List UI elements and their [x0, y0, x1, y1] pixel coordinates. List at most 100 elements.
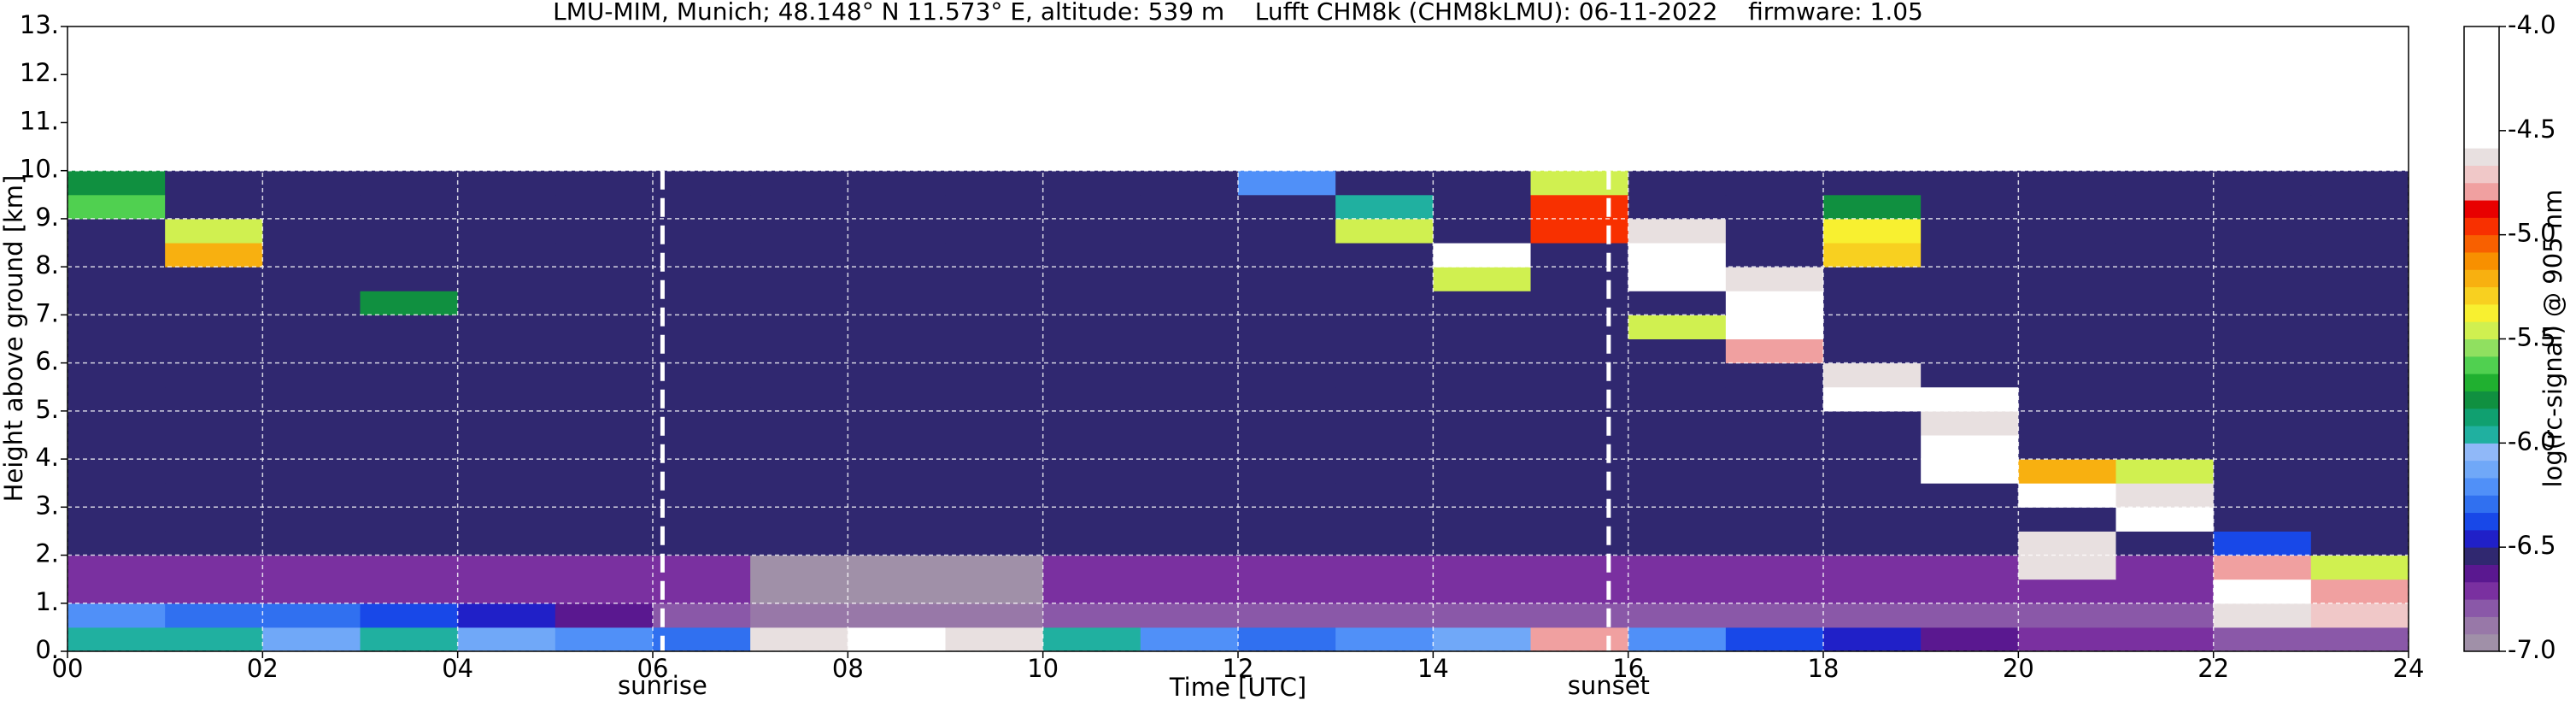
plot-frame: [67, 26, 2409, 652]
y-tick-label: 2.: [35, 539, 59, 568]
heatmap-cell: [360, 531, 459, 556]
heatmap-cell: [1238, 459, 1336, 484]
heatmap-cell: [2213, 627, 2312, 652]
heatmap-cell: [360, 483, 459, 508]
heatmap-cell: [1921, 531, 2019, 556]
heatmap-cell: [1042, 386, 1141, 412]
heatmap-cell: [1433, 243, 1531, 268]
heatmap-cell: [2018, 170, 2116, 196]
colorbar-segment: [2464, 96, 2499, 115]
heatmap-cell: [1628, 243, 1727, 268]
heatmap-cell: [165, 243, 263, 268]
heatmap-cell: [2213, 315, 2312, 339]
x-tick-label: 24: [2393, 654, 2425, 683]
heatmap-cell: [848, 507, 946, 532]
heatmap-cell: [1628, 170, 1727, 196]
heatmap-cell: [1628, 555, 1727, 580]
heatmap-cell: [945, 483, 1044, 508]
heatmap-cell: [262, 627, 361, 652]
heatmap-cell: [1238, 170, 1336, 196]
x-tick-label: 10: [1027, 654, 1059, 683]
heatmap-cell: [945, 627, 1044, 652]
heatmap-cell: [165, 386, 263, 412]
heatmap-cell: [1238, 243, 1336, 268]
heatmap-cell: [2018, 362, 2116, 388]
heatmap-cell: [2115, 170, 2215, 196]
colorbar-segment: [2464, 338, 2499, 357]
heatmap-cell: [1725, 627, 1824, 652]
heatmap-cell: [653, 579, 751, 604]
heatmap-cell: [1335, 362, 1434, 388]
heatmap-cell: [1530, 483, 1629, 508]
heatmap-cell: [1823, 603, 1922, 628]
heatmap-cell: [1042, 531, 1141, 556]
heatmap-cell: [1140, 218, 1239, 244]
colorbar-segment: [2464, 234, 2499, 253]
heatmap-cell: [1238, 627, 1336, 652]
heatmap-cell: [848, 243, 946, 268]
heatmap-cell: [750, 434, 848, 460]
heatmap-cell: [360, 194, 459, 220]
x-tick-label: 20: [2003, 654, 2034, 683]
heatmap-cell: [1725, 243, 1824, 268]
heatmap-cell: [1042, 267, 1141, 291]
heatmap-cell: [1140, 267, 1239, 291]
heatmap-cell: [1335, 459, 1434, 484]
y-tick-label: 10.: [20, 155, 59, 184]
heatmap-cell: [1335, 243, 1434, 268]
colorbar-segment: [2464, 182, 2499, 201]
x-tick-label: 18: [1808, 654, 1840, 683]
heatmap-cell: [555, 243, 654, 268]
heatmap-cell: [2018, 459, 2116, 484]
heatmap-cell: [457, 386, 556, 412]
heatmap-cell: [1140, 555, 1239, 580]
heatmap-cell: [2213, 555, 2312, 580]
heatmap-cell: [1042, 459, 1141, 484]
heatmap-cell: [457, 338, 556, 364]
heatmap-cell: [165, 459, 263, 484]
heatmap-cell: [1725, 315, 1824, 339]
heatmap-cell: [262, 218, 361, 244]
heatmap-cell: [1530, 291, 1629, 315]
x-axis-label: Time [UTC]: [1169, 673, 1306, 702]
heatmap-cell: [67, 555, 166, 580]
heatmap-cell: [750, 170, 848, 196]
heatmap-cell: [360, 170, 459, 196]
x-tick-label: 04: [442, 654, 473, 683]
heatmap-cell: [1530, 243, 1629, 268]
heatmap-cell: [1725, 410, 1824, 436]
heatmap-cell: [262, 170, 361, 196]
heatmap-cell: [1140, 338, 1239, 364]
heatmap-cell: [1823, 459, 1922, 484]
heatmap-cell: [2115, 459, 2215, 484]
heatmap-cell: [1042, 291, 1141, 315]
heatmap-cell: [2310, 267, 2409, 291]
heatmap-cell: [2310, 483, 2409, 508]
heatmap-cell: [1335, 386, 1434, 412]
heatmap-cell: [262, 531, 361, 556]
heatmap-cell: [360, 362, 459, 388]
heatmap-cell: [262, 555, 361, 580]
heatmap-cell: [1530, 555, 1629, 580]
heatmap-cell: [1530, 579, 1629, 604]
heatmap-cell: [1335, 603, 1434, 628]
heatmap-cell: [1335, 531, 1434, 556]
heatmap-cell: [750, 267, 848, 291]
heatmap-cell: [457, 579, 556, 604]
heatmap-cell: [2213, 483, 2312, 508]
colorbar-segment: [2464, 529, 2499, 548]
x-tick-label: 06: [637, 654, 669, 683]
heatmap-cell: [1823, 531, 1922, 556]
heatmap-cell: [165, 291, 263, 315]
heatmap-cell: [67, 267, 166, 291]
heatmap-cell: [2213, 459, 2312, 484]
heatmap-cell: [1530, 627, 1629, 652]
y-axis-label: Height above ground [km]: [0, 175, 28, 503]
heatmap-cell: [555, 170, 654, 196]
heatmap-cell: [1725, 338, 1824, 364]
heatmap-cell: [165, 362, 263, 388]
heatmap-cell: [1238, 386, 1336, 412]
y-tick-label: 12.: [20, 58, 59, 87]
heatmap-cell: [848, 362, 946, 388]
